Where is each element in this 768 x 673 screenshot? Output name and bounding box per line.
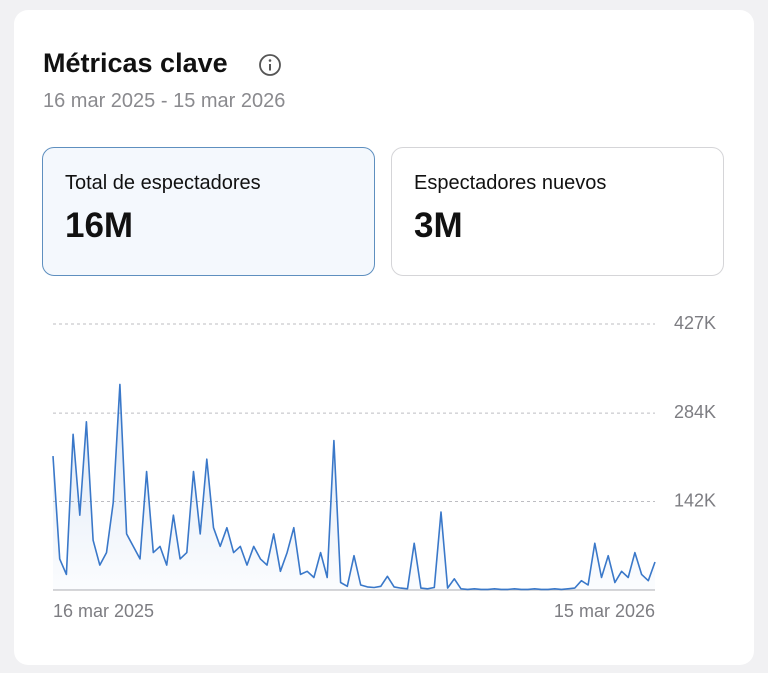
panel-title: Métricas clave xyxy=(43,48,228,78)
metric-label: Espectadores nuevos xyxy=(414,172,607,194)
date-range: 16 mar 2025 - 15 mar 2026 xyxy=(43,90,286,112)
metric-label: Total de espectadores xyxy=(65,172,261,194)
y-tick-label: 142K xyxy=(674,490,716,510)
metric-value: 3M xyxy=(414,206,463,245)
y-tick-label: 427K xyxy=(674,313,716,333)
metric-value: 16M xyxy=(65,206,134,245)
metric-card[interactable]: Espectadores nuevos 3M xyxy=(391,147,724,276)
x-tick-label: 15 mar 2026 xyxy=(554,601,655,621)
area xyxy=(53,384,655,590)
line xyxy=(52,383,656,591)
metric-card[interactable]: Total de espectadores 16M xyxy=(42,147,375,276)
y-tick-label: 284K xyxy=(674,402,716,422)
x-tick-label: 16 mar 2025 xyxy=(53,601,154,621)
info-icon[interactable] xyxy=(258,53,282,77)
